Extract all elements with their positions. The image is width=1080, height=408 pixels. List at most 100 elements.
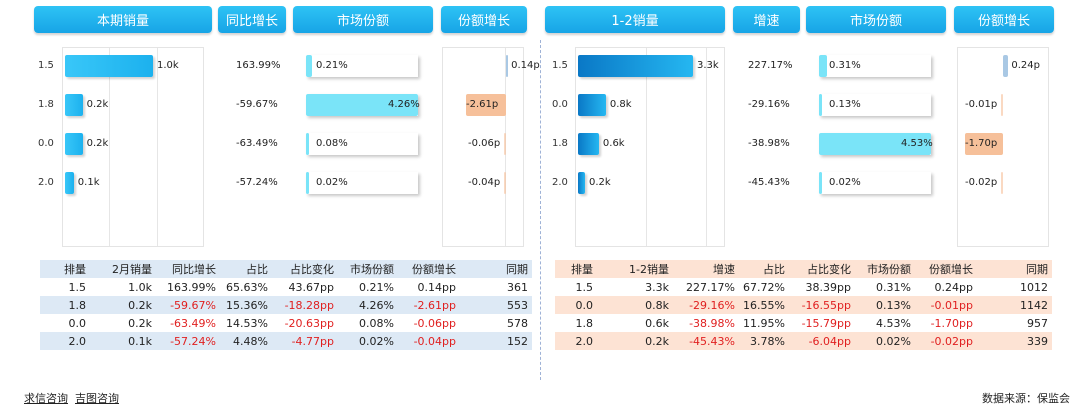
share-value-label: 0.13% — [829, 99, 861, 110]
section-divider — [540, 40, 541, 380]
table-cell: 1142 — [977, 296, 1052, 314]
share-row-bg — [306, 55, 418, 77]
header-growth-rate: 增速 — [733, 6, 800, 33]
share-growth-label: -0.01p — [965, 99, 998, 110]
yoy-value: -29.16% — [748, 99, 790, 110]
sales-value-label: 1.0k — [157, 60, 179, 71]
share-bar — [306, 172, 309, 194]
yoy-value: 163.99% — [236, 60, 281, 71]
header-current-sales: 本期销量 — [34, 6, 212, 33]
table-cell: -0.02pp — [915, 332, 977, 350]
table-header-cell: 同比增长 — [156, 260, 220, 278]
table-row: 2.0 0.1k -57.24% 4.48% -4.77pp 0.02% -0.04pp 15… — [40, 332, 532, 350]
table-cell: 2.0 — [555, 332, 597, 350]
table-cell: 16.55% — [739, 296, 789, 314]
table-cell: 1.8 — [575, 316, 594, 330]
sales-bar — [578, 94, 606, 116]
sales-value-label: 0.2k — [588, 177, 611, 188]
table-row: 1.5 3.3k 227.17% 67.72% 38.39pp 0.31% 0.24pp 10… — [555, 278, 1052, 296]
share-row-bg — [306, 172, 418, 194]
share-growth-bar — [1001, 94, 1003, 116]
table-cell: 0.21% — [359, 280, 394, 294]
table-row: 2.0 0.2k -45.43% 3.78% -6.04pp 0.02% -0.02pp 33… — [555, 332, 1052, 350]
share-growth-label: -0.02p — [965, 177, 998, 188]
table-cell: 0.24pp — [934, 280, 973, 294]
share-row-bg — [819, 55, 931, 77]
table-cell: 152 — [460, 332, 532, 350]
table-cell: 2.0 — [40, 332, 90, 350]
table-cell: 0.6k — [645, 316, 669, 330]
footer-link-jitu[interactable]: 吉图咨询 — [75, 392, 119, 405]
yoy-value: -63.49% — [236, 138, 278, 149]
table-cell: 0.02% — [338, 332, 398, 350]
share-value-label: 4.26% — [388, 99, 420, 110]
table-cell: 4.26% — [338, 296, 398, 314]
right-sales-panel — [575, 47, 725, 247]
table-cell: 1.8 — [40, 296, 90, 314]
left-yoy-panel — [230, 47, 282, 247]
table-header-cell: 市场份额 — [855, 260, 915, 278]
sales-bar — [65, 172, 74, 194]
table-row: 0.0 0.2k -63.49% 14.53% -20.63pp 0.08% -0.06pp… — [40, 314, 532, 332]
table-header-cell: 同期 — [977, 260, 1052, 278]
share-growth-label: 0.14p — [511, 60, 540, 71]
table-header-cell: 2月销量 — [90, 260, 156, 278]
table-cell: 1012 — [1020, 280, 1048, 294]
sales-bar — [578, 133, 599, 155]
left-sales-panel — [62, 47, 204, 247]
table-cell: -6.04pp — [789, 332, 855, 350]
table-cell: 0.1k — [90, 332, 156, 350]
table-cell: -18.28pp — [272, 296, 338, 314]
row-label: 1.8 — [38, 99, 54, 110]
header-market-share-right: 市场份额 — [806, 6, 946, 33]
table-header-cell: 占比变化 — [272, 260, 338, 278]
share-value-label: 4.53% — [901, 138, 933, 149]
table-cell: 227.17% — [686, 280, 735, 294]
table-cell: 1.0k — [128, 280, 152, 294]
share-growth-bar — [1003, 55, 1009, 77]
row-label: 0.0 — [552, 99, 568, 110]
row-label: 1.5 — [38, 60, 54, 71]
share-value-label: 0.31% — [829, 60, 861, 71]
sales-value-label: 0.1k — [77, 177, 100, 188]
sales-value-label: 0.2k — [86, 99, 109, 110]
share-growth-bar — [504, 133, 506, 155]
sales-bar — [65, 55, 153, 77]
share-bar — [306, 133, 309, 155]
share-growth-bar — [1001, 172, 1003, 194]
share-bar — [306, 94, 418, 116]
share-bar — [306, 55, 312, 77]
share-value-label: 0.08% — [316, 138, 348, 149]
share-value-label: 0.02% — [829, 177, 861, 188]
table-cell: 11.95% — [743, 316, 785, 330]
table-row: 1.5 1.0k 163.99% 65.63% 43.67pp 0.21% 0.14pp 36… — [40, 278, 532, 296]
table-cell: 553 — [460, 296, 532, 314]
sales-value-label: 0.6k — [602, 138, 625, 149]
yoy-value: -38.98% — [748, 138, 790, 149]
sales-bar — [65, 133, 83, 155]
sales-value-label: 0.2k — [86, 138, 109, 149]
table-cell: -45.43% — [673, 332, 739, 350]
table-header-cell: 排量 — [40, 260, 90, 278]
table-cell: 15.36% — [220, 296, 272, 314]
table-cell: 3.78% — [739, 332, 789, 350]
table-header-cell: 占比变化 — [789, 260, 855, 278]
share-growth-label: -2.61p — [466, 99, 499, 110]
share-bar — [819, 133, 931, 155]
footer-link-qiuxin[interactable]: 求信咨询 — [24, 392, 68, 405]
left-share-growth-panel — [442, 47, 524, 247]
table-cell: -0.04pp — [398, 332, 460, 350]
table-header-cell: 排量 — [555, 260, 597, 278]
table-cell: 0.0 — [68, 316, 87, 330]
sales-bar — [65, 94, 83, 116]
share-growth-label: 0.24p — [1011, 60, 1040, 71]
share-growth-bar — [466, 94, 506, 116]
table-cell: 65.63% — [226, 280, 268, 294]
table-cell: 163.99% — [167, 280, 216, 294]
share-growth-label: -0.04p — [468, 177, 501, 188]
table-cell: 0.08% — [359, 316, 394, 330]
sales-bar — [578, 55, 693, 77]
share-growth-bar — [506, 55, 509, 77]
table-cell: 0.31% — [876, 280, 911, 294]
share-bar — [819, 94, 823, 116]
